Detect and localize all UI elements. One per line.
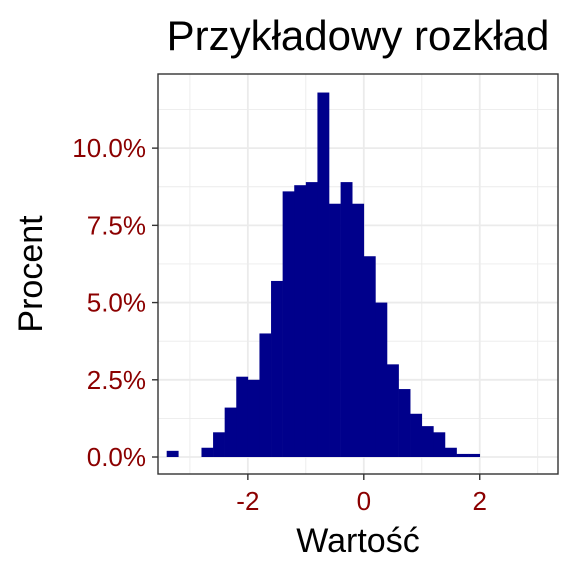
histogram-bar	[340, 182, 353, 458]
x-axis-title: Wartość	[296, 522, 419, 560]
histogram-bar	[259, 333, 272, 458]
histogram-bar	[468, 453, 481, 458]
y-tick-label: 5.0%	[87, 288, 146, 318]
x-tick-label: -2	[236, 486, 259, 516]
histogram-bar	[433, 432, 446, 458]
y-axis: 0.0% 2.5% 5.0% 7.5% 10.0%	[72, 133, 158, 472]
histogram-bar	[375, 302, 388, 458]
histogram-bar	[247, 379, 260, 458]
histogram-bar	[317, 92, 330, 458]
histogram-bar	[236, 376, 249, 458]
chart-title: Przykładowy rozkład	[167, 12, 550, 59]
y-tick-label: 7.5%	[87, 210, 146, 240]
panel-border	[157, 73, 559, 475]
histogram-bar	[329, 203, 341, 458]
y-tick-label: 2.5%	[87, 365, 146, 395]
y-axis-title: Procent	[12, 215, 50, 333]
histogram-bar	[213, 432, 225, 458]
y-tick-label: 0.0%	[87, 442, 146, 472]
histogram-bar	[398, 389, 411, 458]
histogram-bar	[271, 280, 283, 458]
x-tick-label: 0	[357, 486, 371, 516]
histogram-bar	[386, 364, 399, 458]
histogram-bar	[224, 407, 237, 458]
histogram-bar	[305, 182, 318, 458]
histogram-bar	[456, 453, 469, 458]
histogram-bar	[294, 185, 307, 458]
histogram-bar	[166, 450, 179, 458]
histogram-bar	[444, 447, 457, 458]
x-tick-label: 2	[473, 486, 487, 516]
histogram-bar	[363, 256, 376, 458]
y-tick-label: 10.0%	[72, 133, 146, 163]
histogram-bar	[352, 203, 365, 458]
histogram-bar	[201, 447, 214, 458]
plot-panel	[157, 73, 559, 475]
histogram-bar	[421, 426, 434, 458]
bars-layer	[166, 92, 481, 458]
histogram-bar	[410, 413, 423, 458]
histogram-bar	[282, 191, 295, 458]
x-axis: -2 0 2	[236, 474, 487, 516]
